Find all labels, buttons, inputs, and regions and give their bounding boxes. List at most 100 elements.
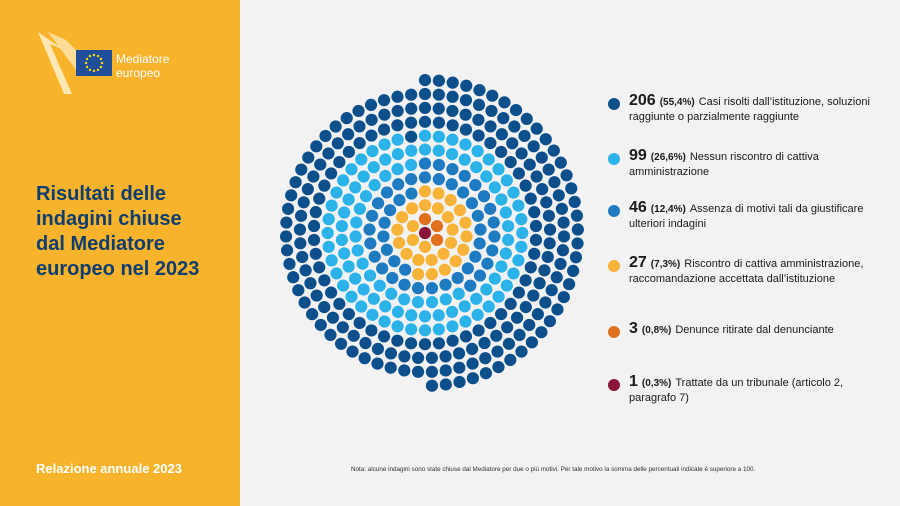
dot xyxy=(459,330,473,343)
dot xyxy=(432,130,445,143)
dot xyxy=(453,361,466,374)
dot xyxy=(495,128,508,141)
dot xyxy=(377,123,391,136)
dot xyxy=(527,289,540,302)
title-line: Risultati delle xyxy=(36,183,167,205)
dot xyxy=(459,123,473,136)
legend-percent: (0,3%) xyxy=(641,378,672,389)
legend-item: 27 (7,3%) Riscontro di cattiva amministraz… xyxy=(608,255,888,286)
dot xyxy=(495,307,508,321)
dot xyxy=(314,158,327,171)
dot xyxy=(535,326,548,339)
dot xyxy=(391,119,404,132)
dot xyxy=(391,334,404,347)
dot xyxy=(310,140,323,153)
dot xyxy=(446,223,459,236)
dot xyxy=(460,230,473,243)
brand-name-line1: Mediatore xyxy=(116,52,170,66)
dot xyxy=(313,261,326,274)
legend-label: Nessun riscontro di cattiva amministrazi… xyxy=(629,151,819,178)
dot xyxy=(322,147,335,160)
dot xyxy=(299,264,312,277)
dot xyxy=(398,278,411,291)
dot xyxy=(321,226,334,240)
dot xyxy=(293,223,307,236)
dot xyxy=(542,163,555,176)
dot xyxy=(366,308,379,321)
dot xyxy=(404,116,418,129)
dot xyxy=(458,169,471,183)
dot xyxy=(452,287,465,300)
dot xyxy=(451,271,464,285)
dot xyxy=(352,104,365,118)
dot xyxy=(405,323,418,336)
dot xyxy=(325,254,338,267)
dot xyxy=(405,187,418,200)
dot xyxy=(470,161,483,174)
dot xyxy=(439,364,452,377)
dot xyxy=(570,209,584,222)
dot xyxy=(555,202,568,215)
dot xyxy=(349,230,362,243)
legend-swatch xyxy=(608,98,620,110)
dot xyxy=(520,112,533,126)
dot xyxy=(399,263,412,276)
dot xyxy=(418,240,432,253)
dot xyxy=(469,250,482,263)
dot xyxy=(492,361,505,374)
eu-stars-icon xyxy=(84,53,104,73)
dot xyxy=(464,279,477,292)
title-line: europeo nel 2023 xyxy=(36,258,200,280)
dot xyxy=(392,236,406,249)
dot xyxy=(355,300,368,313)
dot xyxy=(439,378,452,391)
dot xyxy=(345,290,358,303)
dot xyxy=(377,230,390,243)
legend-text: 99 (26,6%) Nessun riscontro di cattiva amm… xyxy=(629,148,888,179)
dot xyxy=(525,336,538,349)
dot xyxy=(453,204,467,217)
dot xyxy=(392,178,405,191)
dot xyxy=(338,206,351,219)
dot xyxy=(346,345,359,358)
dot xyxy=(557,216,570,229)
dot xyxy=(391,163,404,176)
legend-percent: (0,8%) xyxy=(641,325,672,336)
legend-swatch xyxy=(608,153,620,165)
dot xyxy=(480,170,493,183)
legend-count: 46 xyxy=(629,199,647,216)
dot xyxy=(512,286,525,299)
dot xyxy=(556,244,570,257)
dot xyxy=(418,199,432,212)
dot xyxy=(333,156,346,169)
legend-label: Trattate da un tribunale (articolo 2, pa… xyxy=(629,377,844,404)
page-title: Risultati delle indagini chiuse dal Medi… xyxy=(36,182,236,282)
dot xyxy=(357,170,370,183)
dot xyxy=(543,223,557,236)
dot xyxy=(452,347,466,360)
dot xyxy=(325,167,338,180)
dot xyxy=(280,216,293,229)
dot xyxy=(465,197,479,210)
dot xyxy=(342,193,355,206)
dot xyxy=(530,170,543,183)
title-line: dal Mediatore xyxy=(36,233,165,255)
dot xyxy=(456,186,470,199)
eu-star xyxy=(88,68,92,72)
dot xyxy=(279,230,293,243)
dot xyxy=(391,90,404,103)
dot xyxy=(379,153,392,166)
dot xyxy=(519,179,532,192)
dot xyxy=(405,144,418,157)
dot xyxy=(404,158,418,172)
dot xyxy=(547,144,560,157)
dot xyxy=(425,365,439,378)
dot xyxy=(568,195,581,208)
dot xyxy=(384,361,397,374)
dot xyxy=(383,204,397,217)
dot xyxy=(527,140,540,153)
dot-matrix-chart xyxy=(279,74,584,392)
dot xyxy=(365,324,378,337)
dot xyxy=(334,337,348,350)
